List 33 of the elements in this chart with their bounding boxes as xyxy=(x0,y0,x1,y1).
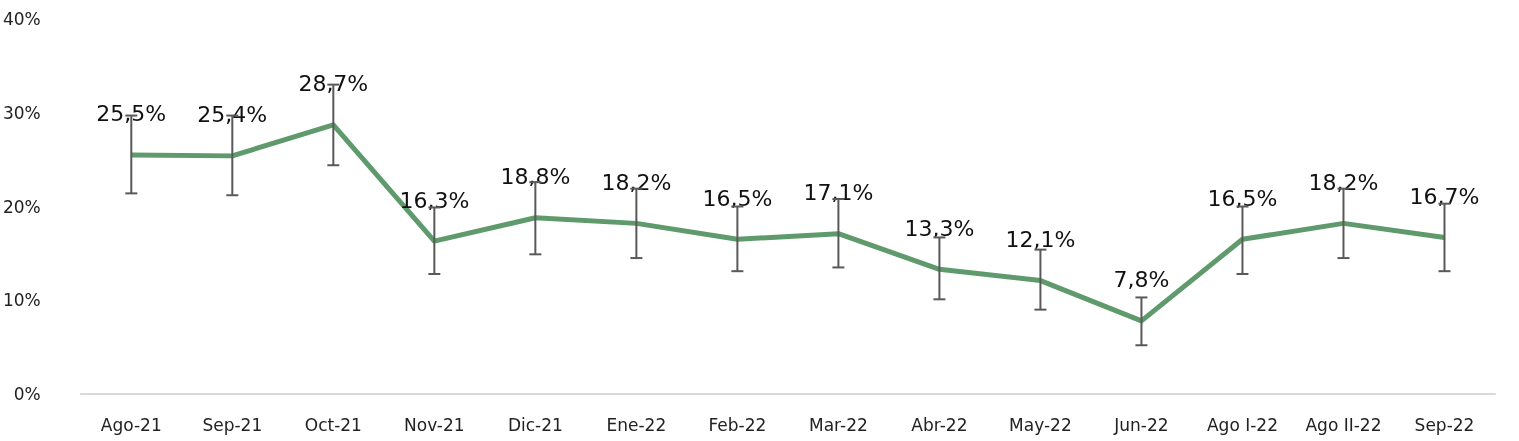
data-label: 18,2% xyxy=(1308,169,1379,195)
x-tick-label: Ago I-22 xyxy=(1206,414,1278,435)
y-tick-label: 30% xyxy=(2,102,41,123)
data-label: 16,3% xyxy=(399,187,470,213)
data-label: 25,5% xyxy=(96,101,167,127)
data-label: 25,4% xyxy=(197,102,268,128)
data-label: 17,1% xyxy=(803,180,874,206)
x-tick-label: Ene-22 xyxy=(606,414,667,435)
x-tick-label: Ago II-22 xyxy=(1305,414,1382,435)
x-tick-label: Ago-21 xyxy=(100,414,162,435)
data-label: 16,5% xyxy=(1207,185,1278,211)
data-label: 18,2% xyxy=(601,169,672,195)
x-tick-label: Nov-21 xyxy=(404,414,465,435)
x-tick-label: Abr-22 xyxy=(911,414,968,435)
data-label: 16,7% xyxy=(1409,183,1480,209)
x-tick-label: May-22 xyxy=(1009,414,1072,435)
x-tick-label: Sep-22 xyxy=(1414,414,1475,435)
x-tick-label: Mar-22 xyxy=(809,414,868,435)
data-label: 28,7% xyxy=(298,71,369,97)
data-label: 7,8% xyxy=(1113,267,1170,293)
data-label: 18,8% xyxy=(500,164,571,190)
data-label: 12,1% xyxy=(1005,227,1076,253)
data-label: 13,3% xyxy=(904,215,975,241)
x-tick-label: Jun-22 xyxy=(1113,414,1169,435)
y-tick-label: 0% xyxy=(13,384,41,404)
x-tick-label: Sep-21 xyxy=(202,414,263,435)
y-tick-label: 40% xyxy=(2,9,41,29)
y-tick-label: 10% xyxy=(2,290,41,311)
data-label: 16,5% xyxy=(702,185,773,211)
y-tick-label: 20% xyxy=(2,196,41,217)
x-tick-label: Feb-22 xyxy=(708,414,767,435)
x-tick-label: Dic-21 xyxy=(507,414,563,435)
x-tick-label: Oct-21 xyxy=(304,414,362,435)
